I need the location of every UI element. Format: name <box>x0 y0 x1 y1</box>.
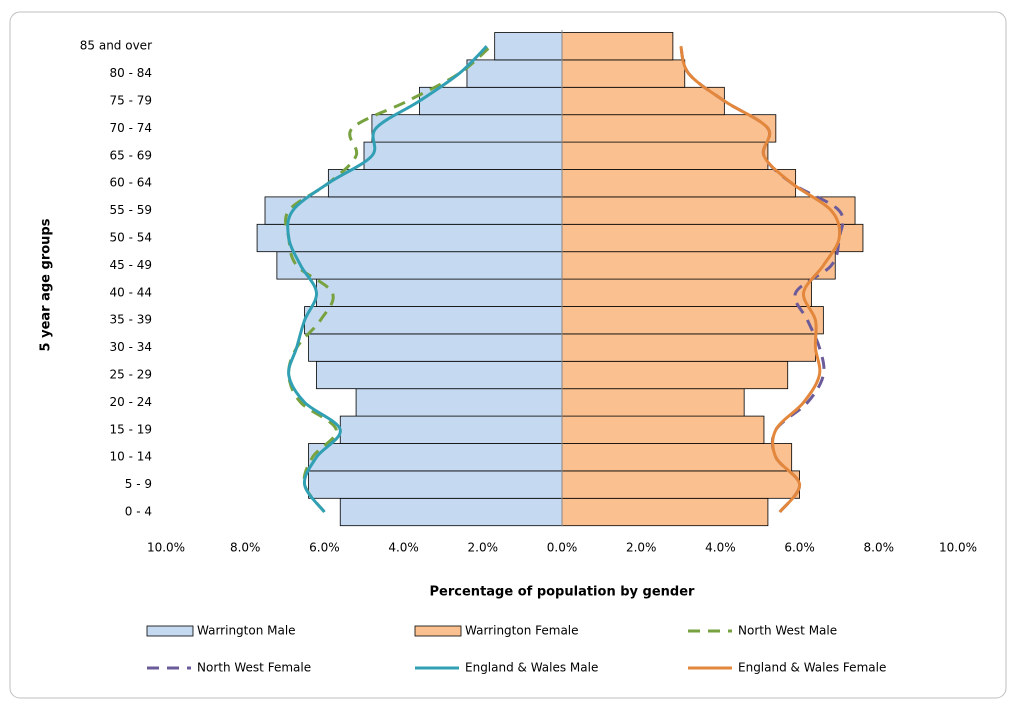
bar <box>561 223 864 253</box>
bar <box>561 415 765 444</box>
bar <box>304 306 563 335</box>
bar <box>494 32 563 61</box>
bar <box>561 497 769 527</box>
legend-label: England & Wales Female <box>738 661 886 675</box>
legend-label: Warrington Female <box>465 624 579 638</box>
bar <box>308 333 563 362</box>
bar <box>561 278 812 307</box>
y-tick-label: 5 - 9 <box>125 477 152 491</box>
bar <box>276 251 563 280</box>
y-tick-label: 35 - 39 <box>110 313 153 327</box>
x-tick-label: 2.0% <box>468 541 499 555</box>
y-tick-label: 60 - 64 <box>110 176 153 190</box>
series-line <box>286 45 488 513</box>
bar <box>339 415 563 444</box>
bar <box>561 333 816 362</box>
y-tick-label: 70 - 74 <box>110 121 153 135</box>
bar <box>561 196 856 225</box>
bar <box>561 470 801 499</box>
x-axis-title: Percentage of population by gender <box>430 585 695 600</box>
legend-label: Warrington Male <box>197 624 296 638</box>
bar <box>308 443 563 472</box>
y-tick-label: 80 - 84 <box>110 66 153 80</box>
y-tick-label: 50 - 54 <box>110 231 153 245</box>
y-tick-label: 45 - 49 <box>110 258 153 272</box>
bar <box>339 497 563 527</box>
x-tick-label: 10.0% <box>147 541 185 555</box>
y-tick-label: 20 - 24 <box>110 395 153 409</box>
bar <box>561 114 777 143</box>
bar <box>561 86 725 116</box>
legend-swatch <box>146 625 194 637</box>
bar <box>363 141 563 170</box>
bar <box>419 86 563 116</box>
y-tick-label: 15 - 19 <box>110 422 153 436</box>
y-tick-label: 40 - 44 <box>110 285 153 299</box>
y-tick-label: 25 - 29 <box>110 368 153 382</box>
bar <box>561 360 789 390</box>
bar <box>256 223 563 253</box>
x-tick-label: 6.0% <box>309 541 340 555</box>
x-tick-label: 2.0% <box>626 541 657 555</box>
legend-label: North West Male <box>738 624 837 638</box>
y-tick-label: 65 - 69 <box>110 148 153 162</box>
x-tick-label: 8.0% <box>230 541 261 555</box>
y-tick-label: 75 - 79 <box>110 94 153 108</box>
x-tick-label: 10.0% <box>939 541 977 555</box>
x-tick-label: 0.0% <box>547 541 578 555</box>
bar <box>561 169 797 198</box>
y-tick-label: 55 - 59 <box>110 203 153 217</box>
y-tick-label: 0 - 4 <box>125 505 152 519</box>
y-tick-label: 30 - 34 <box>110 340 153 354</box>
bar <box>316 360 563 390</box>
bar <box>308 470 563 499</box>
legend-label: North West Female <box>197 661 311 675</box>
legend-label: England & Wales Male <box>465 661 598 675</box>
x-tick-label: 8.0% <box>864 541 895 555</box>
bar <box>355 388 563 417</box>
y-tick-label: 85 and over <box>80 39 152 53</box>
x-tick-label: 4.0% <box>705 541 736 555</box>
bar <box>327 169 563 198</box>
bar <box>466 59 563 88</box>
bar <box>316 278 563 307</box>
bar <box>561 141 769 170</box>
x-tick-label: 6.0% <box>784 541 815 555</box>
bar <box>561 388 745 417</box>
bar <box>561 251 836 280</box>
bar <box>264 196 563 225</box>
series-line <box>679 45 842 513</box>
bar <box>561 443 793 472</box>
y-axis-title: 5 year age groups <box>39 218 54 351</box>
x-tick-label: 4.0% <box>388 541 419 555</box>
legend-swatch <box>414 625 462 637</box>
bar <box>561 59 686 88</box>
y-tick-label: 10 - 14 <box>110 450 153 464</box>
bar <box>561 32 674 61</box>
bar <box>371 114 563 143</box>
bar <box>561 306 824 335</box>
